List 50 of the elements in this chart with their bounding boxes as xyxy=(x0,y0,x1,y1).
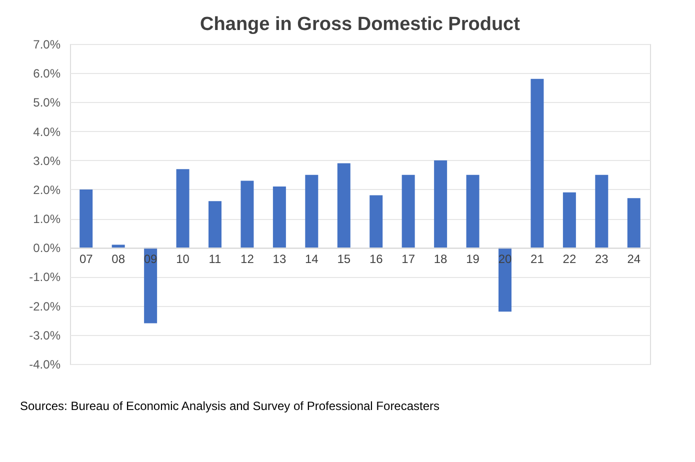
x-tick-label: 12 xyxy=(240,252,254,266)
x-tick-label: 07 xyxy=(79,252,94,266)
x-tick-label: 13 xyxy=(272,252,286,266)
bar xyxy=(80,189,93,248)
x-tick-label: 11 xyxy=(208,252,222,266)
bar xyxy=(272,186,286,248)
x-tick-label: 10 xyxy=(176,252,190,266)
x-tick-label: 20 xyxy=(498,252,512,266)
bar xyxy=(434,160,448,248)
bar xyxy=(305,174,318,248)
bar xyxy=(402,174,415,248)
bar xyxy=(208,201,222,248)
y-tick-label: -2.0% xyxy=(29,299,61,314)
y-tick-label: -4.0% xyxy=(29,358,61,372)
x-tick-label: 23 xyxy=(594,252,609,266)
y-tick-label: -3.0% xyxy=(29,328,61,342)
x-tick-label: 09 xyxy=(144,252,158,266)
x-tick-label: 14 xyxy=(304,252,319,266)
bar xyxy=(176,169,190,248)
y-tick-label: 5.0% xyxy=(33,96,61,110)
x-tick-label: 22 xyxy=(562,252,576,266)
bar xyxy=(498,248,512,312)
bar xyxy=(240,180,254,248)
bar xyxy=(466,174,480,248)
y-tick-label: 3.0% xyxy=(33,154,61,168)
y-tick-label: 6.0% xyxy=(33,66,61,81)
bar xyxy=(337,163,350,248)
y-tick-label: 2.0% xyxy=(33,182,61,197)
x-tick-label: 19 xyxy=(466,252,480,266)
bar xyxy=(562,192,576,248)
x-tick-label: 15 xyxy=(337,252,351,266)
x-tick-label: 08 xyxy=(112,252,126,266)
source-note: Sources: Bureau of Economic Analysis and Survey of Professional Forecasters xyxy=(20,399,440,413)
bar xyxy=(595,174,608,248)
y-tick-label: 4.0% xyxy=(33,124,61,139)
bar xyxy=(144,248,158,324)
x-tick-label: 18 xyxy=(434,252,448,266)
bar xyxy=(530,78,544,248)
x-tick-label: 24 xyxy=(627,252,641,266)
bar xyxy=(627,198,640,248)
bar xyxy=(370,195,383,248)
bar xyxy=(112,244,125,248)
y-tick-label: 7.0% xyxy=(33,38,61,52)
y-tick-label: -1.0% xyxy=(29,270,61,284)
x-tick-label: 17 xyxy=(402,252,416,266)
x-tick-label: 21 xyxy=(530,252,544,266)
y-tick-label: 0.0% xyxy=(33,241,61,256)
y-tick-label: 1.0% xyxy=(33,212,61,226)
x-tick-label: 16 xyxy=(369,252,384,266)
chart-title: Change in Gross Domestic Product xyxy=(200,14,521,35)
